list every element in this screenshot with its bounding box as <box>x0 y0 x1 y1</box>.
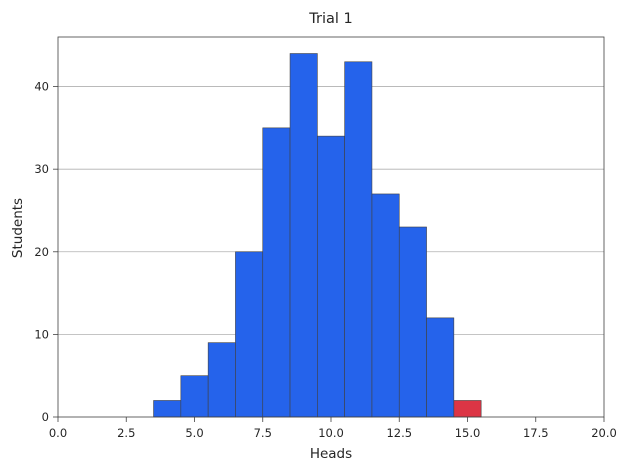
bar-5 <box>180 375 209 418</box>
x-tick-label-2: 5.0 <box>185 426 203 440</box>
y-tick-label-1: 10 <box>34 327 49 341</box>
bar-4 <box>153 400 182 418</box>
y-tick-label-3: 30 <box>34 162 49 176</box>
x-tick-label-7: 17.5 <box>523 426 549 440</box>
x-tick-label-8: 20.0 <box>591 426 617 440</box>
x-tick-label-0: 0.0 <box>49 426 67 440</box>
bar-7 <box>235 251 264 418</box>
y-tick-label-4: 40 <box>34 80 49 94</box>
y-tick-label-0: 0 <box>42 410 49 424</box>
bar-12 <box>371 193 400 418</box>
y-tick-label-2: 20 <box>34 245 49 259</box>
bar-11 <box>344 61 373 418</box>
bar-6 <box>207 342 236 418</box>
x-axis-label: Heads <box>310 446 352 462</box>
bar-10 <box>317 135 345 418</box>
bar-8 <box>262 127 291 418</box>
bar-9 <box>289 53 318 418</box>
y-axis-label: Students <box>10 198 26 258</box>
x-tick-label-3: 7.5 <box>254 426 272 440</box>
x-tick-label-1: 2.5 <box>117 426 135 440</box>
x-axis-ticks: 0.0 2.5 5.0 7.5 10.0 12.5 15.0 17.5 20.0 <box>49 417 617 440</box>
bar-15 <box>453 400 482 418</box>
x-tick-label-5: 12.5 <box>386 426 412 440</box>
bar-13 <box>398 226 427 418</box>
x-tick-label-4: 10.0 <box>318 426 344 440</box>
x-tick-label-6: 15.0 <box>455 426 481 440</box>
chart-title: Trial 1 <box>308 11 352 27</box>
bar-14 <box>426 317 455 418</box>
y-axis-ticks: 0 10 20 30 40 <box>34 80 58 424</box>
bars-group <box>153 53 482 418</box>
